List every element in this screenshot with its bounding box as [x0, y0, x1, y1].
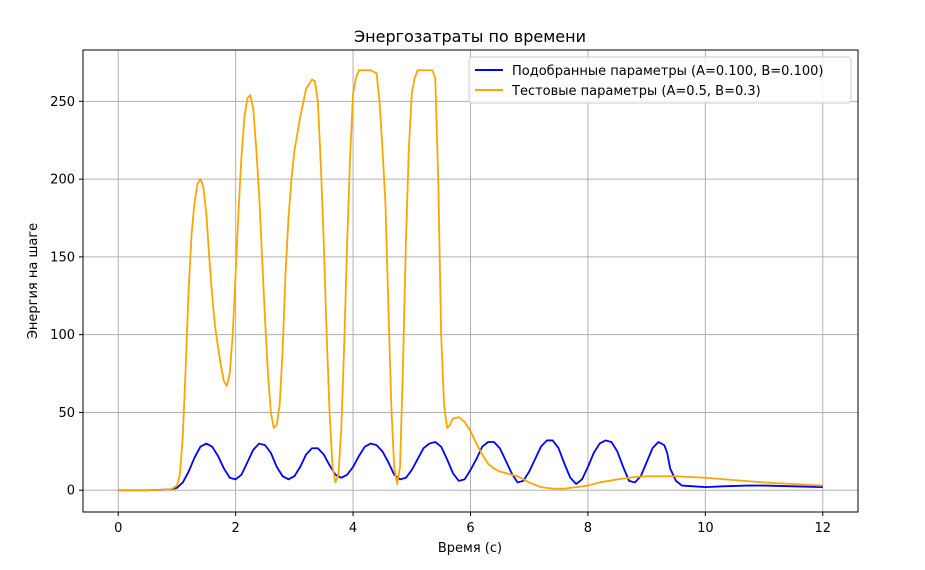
- chart-title: Энергозатраты по времени: [354, 27, 586, 46]
- x-axis-ticks: 0 2 4 6 8 10 12: [114, 512, 831, 536]
- y-tick-label: 250: [50, 95, 75, 110]
- legend-box: [468, 56, 852, 104]
- y-tick-label: 100: [50, 328, 75, 343]
- x-tick-label: 6: [466, 521, 474, 536]
- x-tick-label: 4: [349, 521, 357, 536]
- x-tick-label: 8: [584, 521, 592, 536]
- x-tick-label: 10: [697, 521, 714, 536]
- legend-label-test: Тестовые параметры (A=0.5, B=0.3): [511, 84, 761, 99]
- y-tick-label: 0: [67, 484, 75, 499]
- y-axis-label: Энергия на шаге: [26, 223, 41, 339]
- y-tick-label: 200: [50, 173, 75, 188]
- x-tick-label: 2: [232, 521, 240, 536]
- legend: Подобранные параметры (A=0.100, B=0.100)…: [468, 56, 852, 104]
- test-series-line: [118, 69, 823, 492]
- x-tick-label: 12: [814, 521, 831, 536]
- fitted-series-line: [118, 439, 823, 492]
- y-tick-label: 50: [58, 406, 75, 421]
- series-lines: [118, 69, 823, 492]
- y-tick-label: 150: [50, 250, 75, 265]
- legend-label-fitted: Подобранные параметры (A=0.100, B=0.100): [512, 64, 823, 79]
- x-axis-label: Время (с): [438, 541, 502, 556]
- y-axis-ticks: 0 50 100 150 200 250: [50, 95, 83, 499]
- x-tick-label: 0: [114, 521, 122, 536]
- grid: [83, 50, 858, 512]
